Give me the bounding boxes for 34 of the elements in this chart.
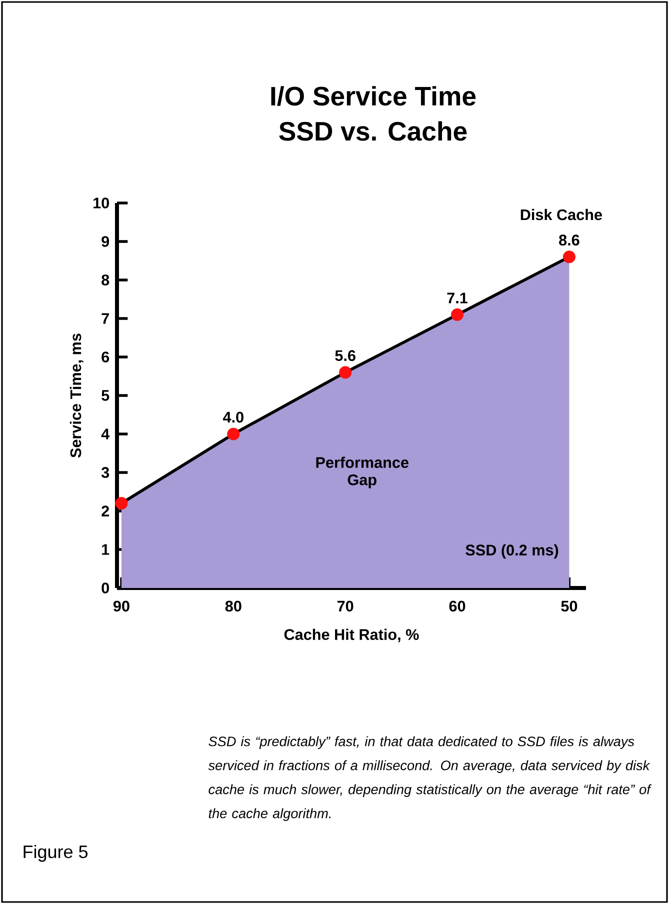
- chart-subtitle: SSD vs. Cache: [279, 121, 467, 141]
- annotation: SSD (0.2 ms): [466, 544, 558, 559]
- y-tick-label: 3: [101, 467, 110, 478]
- y-tick-label: 9: [102, 236, 110, 247]
- x-tick-label: 50: [561, 600, 578, 612]
- x-tick-label: 80: [225, 600, 242, 612]
- x-tick-label: 90: [113, 600, 130, 612]
- data-label: 4.0: [222, 412, 244, 423]
- x-axis-title: Cache Hit Ratio, %: [284, 628, 419, 642]
- point: [562, 250, 576, 264]
- data-label: 7.1: [447, 292, 468, 304]
- y-tick-label: 6: [102, 352, 110, 362]
- y-tick-label: 2: [102, 506, 109, 516]
- y-tick-label: 0: [102, 582, 109, 594]
- y-axis-title: Service Time, ms: [70, 334, 84, 458]
- annotation: Disk Cache: [520, 208, 602, 220]
- chart-title: I/O Service Time: [271, 86, 476, 106]
- y-tick-label: 5: [102, 390, 110, 401]
- y-tick-label: 10: [94, 198, 109, 208]
- data-label: 8.6: [559, 234, 580, 246]
- point: [227, 428, 240, 440]
- point: [115, 497, 128, 510]
- y-tick-label: 4: [101, 428, 110, 440]
- y-tick-label: 7: [102, 313, 109, 324]
- caption: Figure 5: [24, 844, 88, 862]
- y-tick-label: 1: [102, 544, 110, 555]
- point: [451, 308, 464, 321]
- data-label: 5.6: [335, 350, 356, 362]
- x-tick-label: 70: [337, 600, 354, 612]
- text: SSD is “predictably” fast, in that data dedicated to SSD files is always serviced in fractions of a millisecond. On average, data serviced by disk cache is much slower, depending statistically on the average “hit rate” of the cache algorithm.: [208, 736, 652, 821]
- x-tick-label: 60: [449, 600, 466, 612]
- annotation: Performance Gap: [316, 456, 408, 488]
- y-tick-label: 8: [102, 274, 110, 286]
- point: [339, 366, 352, 379]
